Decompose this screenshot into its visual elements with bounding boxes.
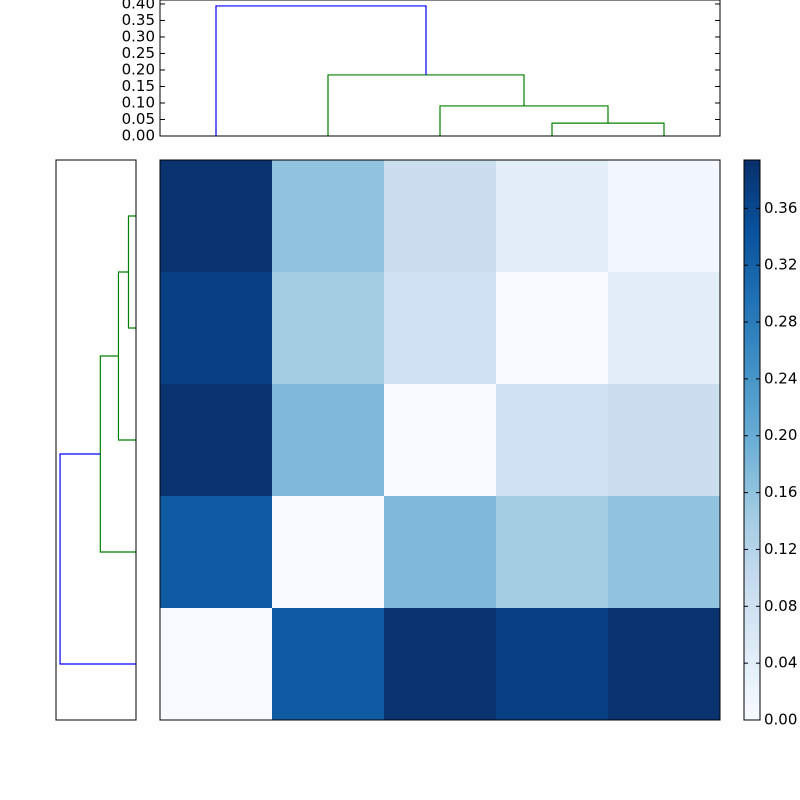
dendrogram-link bbox=[551, 122, 665, 136]
colorbar-tick-label: 0.16 bbox=[764, 483, 797, 501]
heatmap-cell bbox=[272, 608, 385, 721]
heatmap-cell bbox=[384, 496, 497, 609]
heatmap-cell bbox=[608, 608, 721, 721]
dendrogram-link bbox=[117, 271, 136, 441]
heatmap-cell bbox=[608, 272, 721, 385]
heatmap-cell bbox=[496, 384, 609, 497]
y-tick-label: 0.25 bbox=[122, 44, 155, 62]
heatmap-cell bbox=[496, 272, 609, 385]
y-tick-label: 0.10 bbox=[122, 93, 155, 111]
heatmap-cell bbox=[608, 496, 721, 609]
heatmap-cell bbox=[608, 160, 721, 273]
y-tick-label: 0.15 bbox=[122, 77, 155, 95]
heatmap-cell bbox=[160, 160, 273, 273]
y-tick-label: 0.05 bbox=[122, 110, 155, 128]
dendrogram-link bbox=[127, 215, 136, 329]
axes-frame bbox=[159, 0, 721, 137]
y-tick-label: 0.20 bbox=[122, 60, 155, 78]
heatmap-cell bbox=[160, 384, 273, 497]
heatmap-cell bbox=[384, 160, 497, 273]
y-tick-label: 0.35 bbox=[122, 11, 155, 29]
colorbar-tick-label: 0.32 bbox=[764, 256, 797, 274]
colorbar-tick-label: 0.00 bbox=[764, 711, 797, 729]
heatmap-cell bbox=[160, 272, 273, 385]
colorbar-tick-label: 0.20 bbox=[764, 426, 797, 444]
colorbar bbox=[743, 159, 761, 721]
heatmap-cell bbox=[384, 384, 497, 497]
heatmap-cell bbox=[272, 496, 385, 609]
heatmap-frame bbox=[159, 159, 721, 721]
heatmap-cell bbox=[496, 496, 609, 609]
heatmap-cell bbox=[160, 496, 273, 609]
heatmap-cell bbox=[608, 384, 721, 497]
heatmap-cell bbox=[496, 608, 609, 721]
heatmap-cell bbox=[272, 272, 385, 385]
heatmap-cell bbox=[496, 160, 609, 273]
axes-frame bbox=[55, 159, 137, 721]
heatmap-cell bbox=[272, 384, 385, 497]
y-tick-label: 0.30 bbox=[122, 27, 155, 45]
colorbar-tick-label: 0.08 bbox=[764, 597, 797, 615]
colorbar-tick-label: 0.28 bbox=[764, 313, 797, 331]
colorbar-tick-label: 0.24 bbox=[764, 369, 797, 387]
colorbar-tick-label: 0.36 bbox=[764, 199, 797, 217]
heatmap-cell bbox=[160, 608, 273, 721]
colorbar-tick-label: 0.12 bbox=[764, 540, 797, 558]
dendrogram-link bbox=[439, 105, 609, 136]
heatmap-cell bbox=[384, 608, 497, 721]
heatmap-cell bbox=[272, 160, 385, 273]
heatmap-cell bbox=[384, 272, 497, 385]
colorbar-tick-label: 0.04 bbox=[764, 654, 797, 672]
dendrogram-link bbox=[59, 453, 136, 665]
y-tick-label: 0.40 bbox=[122, 0, 155, 12]
dendrogram-link bbox=[215, 5, 427, 136]
y-tick-label: 0.00 bbox=[122, 127, 155, 145]
